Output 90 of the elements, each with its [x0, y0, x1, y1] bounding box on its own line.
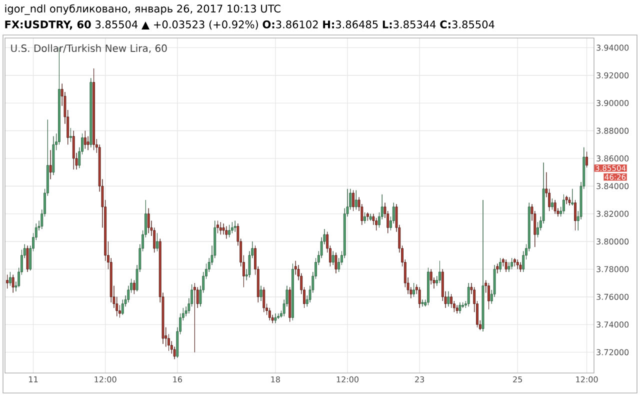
- candlestick: [430, 268, 432, 285]
- candlestick: [260, 286, 262, 302]
- candlestick: [292, 263, 294, 321]
- candlestick: [222, 223, 225, 235]
- candlestick: [565, 196, 568, 204]
- candlestick: [6, 274, 9, 289]
- candlestick: [12, 274, 14, 293]
- candlestick: [121, 299, 124, 316]
- candlestick: [52, 136, 55, 176]
- candlestick: [514, 258, 516, 267]
- candlestick: [352, 190, 354, 212]
- candlestick: [193, 282, 196, 352]
- candlestick: [230, 222, 234, 234]
- candlestick: [225, 226, 228, 239]
- y-tick-label: 3.88000: [596, 128, 629, 134]
- candlestick: [156, 232, 158, 252]
- y-tick-label: 3.78000: [596, 266, 629, 272]
- candlestick: [571, 188, 574, 206]
- candlestick: [228, 224, 231, 238]
- y-tick-label: 3.94000: [596, 44, 629, 51]
- candlestick: [467, 282, 470, 307]
- candlestick: [90, 78, 92, 148]
- candlestick: [92, 68, 96, 150]
- candlestick: [586, 151, 588, 168]
- candlestick: [332, 250, 334, 266]
- candlestick: [438, 260, 441, 284]
- candlestick: [456, 304, 458, 314]
- candlestick: [219, 222, 222, 235]
- x-tick-label: 25: [513, 376, 522, 382]
- candlestick: [375, 218, 378, 231]
- x-tick-label: 12:00: [336, 376, 358, 382]
- candlestick: [496, 263, 499, 274]
- candlestick: [421, 299, 424, 307]
- y-tick-label: 3.84000: [596, 183, 629, 190]
- candlestick: [447, 291, 450, 307]
- candlestick: [70, 128, 72, 142]
- candlestick: [508, 262, 510, 272]
- y-tick-label: 3.82000: [596, 210, 629, 217]
- y-tick-label: 3.76000: [596, 294, 629, 300]
- x-tick-label: 11: [29, 376, 38, 382]
- candlestick: [147, 208, 150, 234]
- candlestick: [562, 194, 565, 214]
- candlestick: [488, 282, 490, 310]
- candlestick: [482, 200, 484, 332]
- x-tick-label: 12:00: [576, 376, 598, 382]
- candlestick: [516, 259, 519, 270]
- candlestick: [274, 313, 277, 324]
- candlestick: [72, 130, 75, 170]
- candlestick: [369, 214, 372, 221]
- y-tick-label: 3.92000: [596, 72, 629, 78]
- y-tick-label: 3.74000: [596, 322, 629, 328]
- candlestick: [568, 196, 571, 206]
- candlestick: [499, 258, 502, 272]
- candlestick: [26, 245, 29, 272]
- candlestick: [216, 220, 219, 234]
- candlestick: [277, 313, 280, 320]
- candlestick: [364, 212, 366, 224]
- candlestick: [458, 302, 462, 314]
- x-tick-label: 12:00: [94, 376, 116, 382]
- candlestick: [554, 200, 556, 214]
- y-tick-label: 3.86000: [596, 155, 629, 162]
- y-tick-label: 3.90000: [596, 100, 629, 106]
- candlestick: [262, 286, 266, 312]
- candlestick: [132, 280, 136, 294]
- candlestick: [504, 259, 508, 272]
- candlestick: [510, 258, 514, 270]
- text: FX:USDTRY, 60 3.85504 ▲ +0.03523 (+0.92%) O:3.86102 H:3.86485 L:3.85344 C:3.85504: [5, 20, 494, 30]
- x-tick-label: 16: [173, 376, 182, 382]
- candlestick: [288, 286, 292, 322]
- candlestick: [418, 286, 421, 308]
- candlestick: [8, 272, 12, 286]
- x-tick-label: 18: [271, 376, 280, 382]
- candlestick: [49, 150, 52, 180]
- candlestick: [519, 262, 522, 272]
- candlestick: [574, 200, 576, 231]
- text: igor_ndl опубликовано, январь 26, 2017 10:13 UTC: [5, 4, 280, 15]
- text: U.S. Dollar/Turkish New Lira, 60: [11, 44, 167, 54]
- y-tick-label: 3.80000: [596, 238, 629, 244]
- candlestick: [84, 130, 86, 149]
- candlestick: [450, 294, 453, 308]
- candlestick: [366, 212, 369, 221]
- candlestick: [234, 220, 236, 232]
- x-tick-label: 23: [415, 376, 424, 382]
- candlestick: [334, 252, 338, 274]
- candlestick: [427, 268, 430, 306]
- candlestick: [354, 190, 358, 210]
- candlestick: [412, 282, 416, 298]
- candlestick: [550, 198, 554, 210]
- y-tick-label: 3.72000: [596, 349, 629, 356]
- candlestick: [268, 308, 271, 321]
